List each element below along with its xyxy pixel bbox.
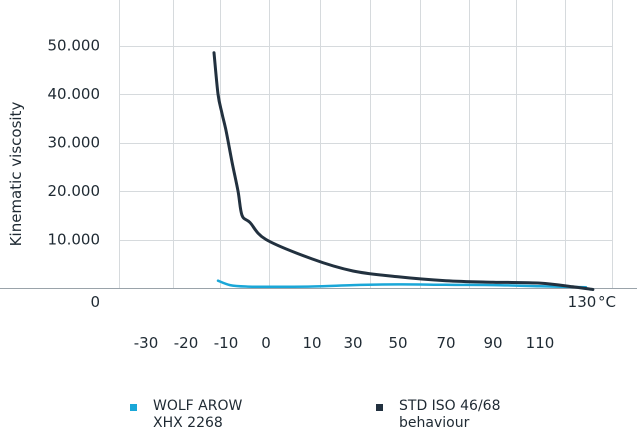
y-axis-ticks: 0 10.000 20.000 30.000 40.000 50.000 (48, 37, 101, 312)
y-tick-label: 0 (90, 293, 100, 311)
x-tick-label: 30 (343, 334, 362, 352)
x-tick-label: -30 (134, 334, 159, 352)
x-axis-ticks: -30 -20 -10 0 10 30 50 70 90 110 130 (134, 293, 597, 352)
x-tick-label: 90 (483, 334, 502, 352)
series-line-std-iso (212, 51, 595, 291)
x-tick-label: 130 (568, 293, 597, 311)
legend-label-std: STD ISO 46/68 behaviour (399, 398, 501, 431)
legend-item-std: STD ISO 46/68 behaviour (376, 398, 501, 432)
legend-label-wolf: WOLF AROW XHX 2268 (153, 398, 243, 431)
legend-swatch-wolf (130, 404, 137, 411)
x-tick-label: -10 (214, 334, 239, 352)
legend-item-wolf: WOLF AROW XHX 2268 (130, 398, 242, 432)
x-tick-label: 50 (388, 334, 407, 352)
y-tick-label: 30.000 (48, 134, 101, 152)
gridlines (0, 0, 637, 289)
series-line-wolf-arow (216, 279, 588, 289)
y-axis-label: Kinematic viscosity (7, 102, 25, 247)
y-tick-label: 40.000 (48, 85, 101, 103)
y-tick-label: 50.000 (48, 37, 101, 55)
y-tick-label: 20.000 (48, 182, 101, 200)
legend: WOLF AROW XHX 2268 STD ISO 46/68 behavio… (0, 398, 637, 439)
x-tick-label: 0 (261, 334, 271, 352)
x-tick-label: 70 (436, 334, 455, 352)
series-lines (212, 51, 595, 291)
legend-swatch-std (376, 404, 383, 411)
x-tick-label: -20 (174, 334, 199, 352)
chart-area: 0 10.000 20.000 30.000 40.000 50.000 -30 -20 -1… (0, 0, 637, 352)
x-tick-label: 10 (302, 334, 321, 352)
y-tick-label: 10.000 (48, 231, 101, 249)
unit-label: °C (598, 293, 616, 311)
x-tick-label: 110 (526, 334, 555, 352)
